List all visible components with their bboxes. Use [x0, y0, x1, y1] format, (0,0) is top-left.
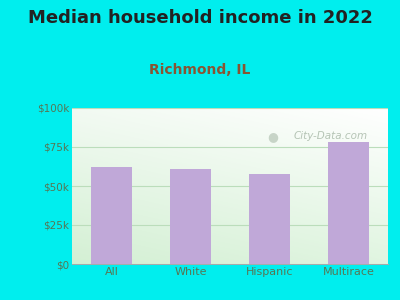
Text: City-Data.com: City-Data.com — [293, 131, 367, 141]
Text: Richmond, IL: Richmond, IL — [149, 63, 251, 77]
Text: Median household income in 2022: Median household income in 2022 — [28, 9, 372, 27]
Text: ●: ● — [267, 130, 278, 142]
Bar — [328, 142, 369, 264]
Bar — [249, 173, 290, 264]
Bar — [170, 169, 211, 264]
Bar — [91, 167, 132, 264]
